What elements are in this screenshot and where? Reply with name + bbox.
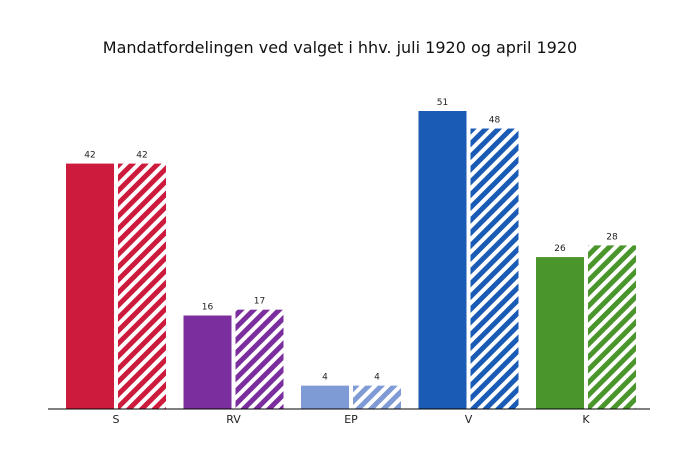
data-label-ep-juli: 4 — [322, 373, 328, 383]
data-label-v-april: 48 — [489, 116, 501, 126]
data-label-s-april: 42 — [136, 151, 147, 161]
data-label-rv-juli: 16 — [202, 303, 214, 313]
x-tick-label-ep: EP — [344, 413, 358, 426]
data-label-k-juli: 26 — [554, 244, 566, 254]
bar-rv-april — [235, 309, 284, 409]
bar-v-april — [470, 128, 519, 409]
bar-v-juli — [418, 111, 467, 409]
bar-ep-juli — [301, 385, 349, 409]
data-label-v-juli: 51 — [437, 98, 448, 108]
value-labels-group: 42 42 16 17 4 4 51 48 26 28 — [84, 98, 618, 383]
data-label-ep-april: 4 — [374, 373, 380, 383]
x-tick-label-s: S — [113, 413, 120, 426]
data-label-s-juli: 42 — [84, 151, 95, 161]
x-tick-label-rv: RV — [226, 413, 241, 426]
chart-title: Mandatfordelingen ved valget i hhv. juli… — [103, 38, 577, 57]
bar-ep-april — [353, 385, 401, 409]
x-tick-labels-group: S RV EP V K — [113, 413, 591, 426]
data-label-rv-april: 17 — [254, 297, 265, 307]
bar-k-april — [588, 245, 636, 409]
x-tick-label-v: V — [465, 413, 473, 426]
bars-group — [66, 111, 636, 409]
bar-k-juli — [536, 257, 584, 409]
data-label-k-april: 28 — [606, 232, 618, 242]
x-tick-label-k: K — [582, 413, 590, 426]
bar-rv-juli — [183, 315, 232, 409]
bar-s-april — [118, 163, 166, 409]
bar-s-juli — [66, 163, 114, 409]
